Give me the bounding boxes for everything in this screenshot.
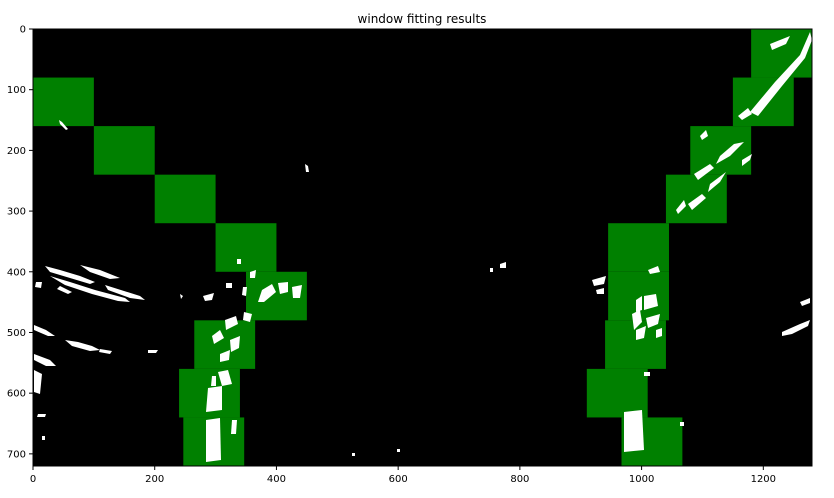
lane-pixel-blob	[37, 414, 46, 417]
lane-pixel-blob	[700, 130, 708, 140]
lane-pixel-blob	[278, 282, 288, 294]
lane-pixel-blob	[59, 120, 68, 130]
lane-pixel-blob	[646, 314, 660, 328]
lane-pixel-blob	[34, 354, 56, 366]
left-window-1	[93, 126, 155, 175]
lane-pixel-blob	[226, 283, 232, 288]
x-tick-label: 200	[145, 474, 164, 485]
lane-pixel-blob	[656, 328, 662, 338]
lane-pixel-blob	[716, 142, 744, 164]
lane-pixel-blob	[34, 325, 55, 336]
y-tick-label: 500	[7, 328, 26, 339]
lane-pixel-blob	[212, 330, 224, 344]
lane-pixel-blob	[148, 350, 158, 353]
lane-pixel-blob	[225, 316, 238, 330]
lane-pixel-blob	[35, 282, 42, 288]
lane-pixel-blob	[243, 312, 252, 322]
y-tick-label: 200	[7, 146, 26, 157]
y-tick-label: 0	[20, 25, 26, 36]
lane-pixel-blob	[230, 336, 240, 352]
x-tick-label: 1000	[629, 474, 654, 485]
lane-pixel-blob	[180, 294, 183, 299]
y-tick-label: 400	[7, 267, 26, 278]
lane-pixel-blob	[632, 310, 642, 330]
lane-pixel-blob	[636, 326, 646, 340]
lane-pixel-blob	[206, 418, 221, 462]
lane-pixel-blob	[305, 164, 309, 172]
lane-pixel-blob	[490, 268, 493, 272]
lane-pixel-blob	[624, 410, 644, 452]
lane-pixel-blob	[592, 276, 606, 286]
lane-pixel-blob	[352, 453, 355, 456]
lane-pixel-blob	[680, 422, 684, 426]
lane-pixel-blob	[676, 200, 686, 214]
lane-pixel-blob	[99, 349, 112, 354]
image-frame	[32, 28, 813, 467]
lane-pixel-blob	[220, 350, 230, 362]
lane-pixel-blob	[105, 285, 145, 300]
axes: 0 200 400 600 800 1000 1200 0 100 200 300 400 500 600…	[7, 25, 776, 486]
left-window-2	[154, 174, 216, 224]
lane-pixel-blob	[708, 172, 726, 192]
lane-pixel-blob	[218, 370, 232, 386]
lane-pixel-blob	[644, 294, 658, 310]
lane-pixel-blob	[65, 340, 100, 351]
lane-pixel-blob	[397, 449, 400, 452]
lane-pixel-blob	[42, 436, 45, 440]
lane-pixel-blob	[206, 386, 222, 412]
figure-title: window fitting results	[358, 12, 487, 26]
lane-pixel-blob	[770, 36, 790, 50]
lane-pixel-blob	[237, 259, 241, 264]
lane-pixel-blob	[292, 285, 302, 298]
x-tick-label: 1200	[751, 474, 776, 485]
lane-pixel-blob	[742, 154, 752, 166]
y-tick-label: 600	[7, 389, 26, 400]
left-window-3	[215, 223, 277, 272]
lane-pixel-blob	[596, 288, 604, 294]
lane-pixel-blob	[688, 194, 706, 210]
lane-pixels	[34, 32, 812, 462]
lane-pixel-blob	[34, 370, 42, 394]
lane-pixel-blob	[57, 286, 72, 294]
left-window-5	[194, 320, 256, 369]
x-tick-label: 0	[30, 474, 36, 485]
x-tick-label: 400	[267, 474, 286, 485]
y-tick-label: 300	[7, 207, 26, 218]
lane-pixel-blob	[203, 293, 214, 301]
lane-pixel-blob	[231, 420, 237, 434]
lane-pixel-blob	[800, 298, 810, 306]
lane-pixel-blob	[738, 108, 752, 120]
right-window-4	[608, 223, 669, 272]
lane-pixel-blob	[694, 164, 714, 180]
lane-pixel-blob	[644, 372, 650, 376]
y-tick-label: 700	[7, 449, 26, 460]
lane-pixel-blob	[636, 296, 642, 312]
right-window-7	[586, 368, 648, 418]
lane-pixel-blob	[242, 287, 247, 296]
right-window-2	[690, 126, 752, 175]
x-tick-label: 600	[389, 474, 408, 485]
lane-pixel-blob	[782, 320, 810, 336]
lane-pixel-blob	[80, 265, 120, 279]
image-background	[33, 29, 812, 466]
lane-pixel-blob	[45, 266, 95, 284]
lane-pixel-blob	[258, 284, 276, 302]
y-tick-label: 100	[7, 85, 26, 96]
lane-pixel-blob	[50, 276, 130, 302]
binary-image	[32, 28, 813, 467]
lane-pixel-blob	[648, 266, 660, 274]
x-tick-label: 800	[510, 474, 529, 485]
lane-pixel-blob	[250, 270, 256, 278]
lane-pixel-blob	[750, 32, 812, 116]
lane-pixel-blob	[500, 262, 506, 268]
lane-pixel-blob	[211, 376, 216, 386]
left-window-0	[33, 77, 94, 127]
